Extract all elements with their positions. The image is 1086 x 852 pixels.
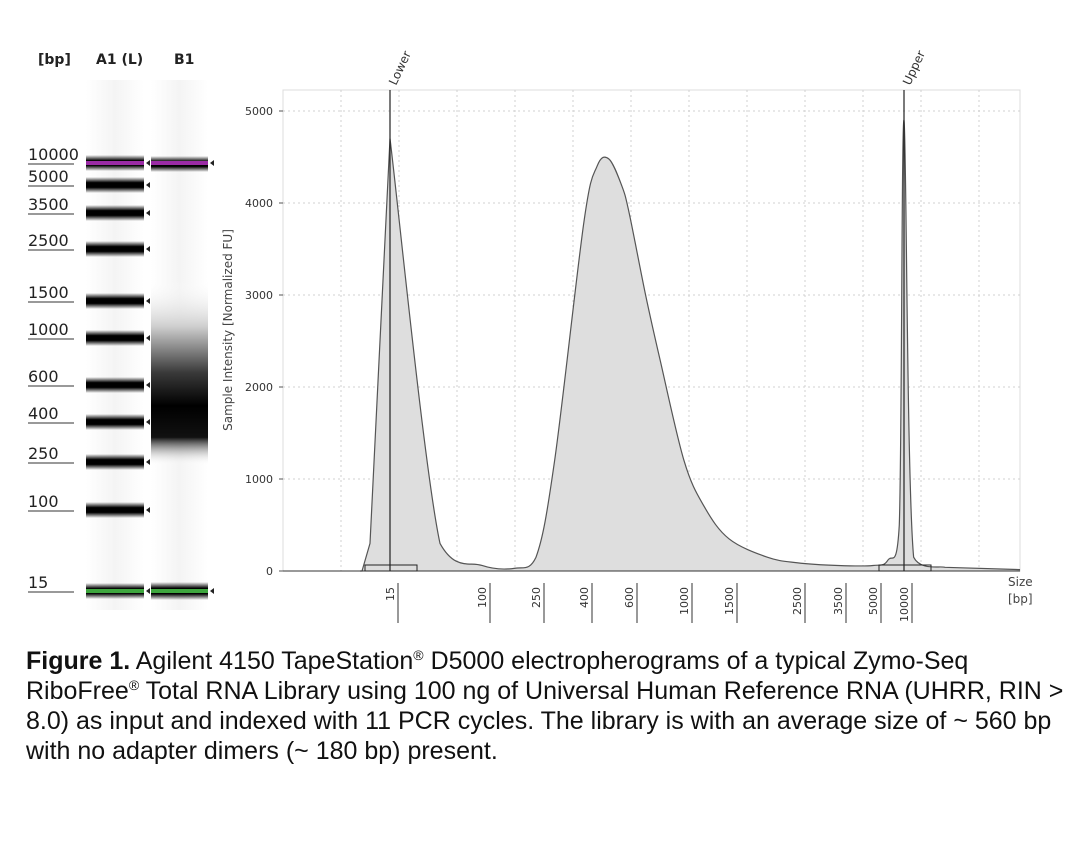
x-tick-label: 400 (578, 587, 591, 608)
ladder-label: 250 (28, 444, 59, 463)
ladder-label: 10000 (28, 145, 79, 164)
gel-unit-label: [bp] (38, 52, 71, 68)
b1-lower-marker-line (151, 589, 208, 593)
b1-smear (151, 280, 208, 465)
b1-lower-arrow (210, 588, 214, 594)
caption-text-3: Total RNA Library using 100 ng of Univer… (26, 677, 1064, 765)
caption-label: Figure 1. (26, 647, 131, 675)
x-tick-label: 100 (476, 587, 489, 608)
y-axis-ticks: 0 1000 2000 3000 4000 5000 (245, 105, 283, 578)
ladder-band-1500 (86, 293, 144, 309)
x-tick-label: 5000 (867, 587, 880, 615)
y-tick-label: 3000 (245, 289, 273, 302)
ladder-lower-marker-line (86, 589, 144, 593)
registered-mark-1: ® (413, 647, 424, 663)
x-axis-label-unit: [bp] (1008, 592, 1033, 606)
ladder-band-arrow (146, 182, 150, 188)
y-tick-label: 2000 (245, 381, 273, 394)
ladder-band-600 (86, 377, 144, 393)
b1-upper-marker-line (151, 161, 208, 165)
ladder-bands: 10000 5000 3500 2500 1500 1000 600 400 250 100 15 (28, 145, 150, 599)
y-axis-label: Sample Intensity [Normalized FU] (221, 229, 235, 431)
ladder-band-3500 (86, 205, 144, 221)
ladder-upper-marker-line (86, 161, 144, 165)
ladder-band-arrow (146, 246, 150, 252)
y-tick-label: 4000 (245, 197, 273, 210)
ladder-band-100 (86, 502, 144, 518)
ladder-label: 100 (28, 492, 59, 511)
ladder-label: 15 (28, 573, 48, 592)
caption-text-2: D5000 electropherograms of a typical Zym… (26, 647, 969, 705)
lane-label-a1: A1 (L) (96, 52, 143, 68)
trace-area (283, 119, 1021, 572)
x-tick-label: 3500 (832, 587, 845, 615)
ladder-label: 400 (28, 404, 59, 423)
marker-label-upper: Upper (900, 48, 928, 87)
lane-label-b1: B1 (174, 52, 194, 68)
gel-image: [bp] A1 (L) B1 1000050003500250015001000… (28, 52, 214, 610)
ladder-label: 1000 (28, 320, 69, 339)
marker-label-lower: Lower (386, 49, 414, 88)
y-tick-label: 1000 (245, 473, 273, 486)
ladder-label: 1500 (28, 283, 69, 302)
x-tick-label: 2500 (791, 587, 804, 615)
figure-caption: Figure 1. Agilent 4150 TapeStation® D500… (26, 646, 1066, 766)
marker-bracket (878, 564, 932, 572)
ladder-band-arrow (146, 419, 150, 425)
x-axis-ticks: 15 100 250 400 600 1000 1500 2500 3500 5000 10000 (384, 583, 913, 623)
x-axis-label-size: Size (1008, 575, 1033, 589)
trace-line (360, 119, 1021, 572)
x-tick-label: 1500 (723, 587, 736, 615)
ladder-band-arrow (146, 382, 150, 388)
electropherogram-chart: 0 1000 2000 3000 4000 5000 Lower Upper 15 100 25… (221, 48, 1033, 623)
ladder-band-2500 (86, 241, 144, 257)
x-tick-label: 15 (384, 587, 397, 601)
registered-mark-2: ® (128, 677, 140, 693)
ladder-band-arrow (146, 507, 150, 513)
ladder-band-arrow (146, 210, 150, 216)
ladder-band-arrow (146, 160, 150, 166)
marker-bracket (364, 564, 418, 572)
ladder-label: 600 (28, 367, 59, 386)
b1-upper-arrow (210, 160, 214, 166)
ladder-band-1000 (86, 330, 144, 346)
ladder-band-arrow (146, 588, 150, 594)
x-tick-label: 250 (530, 587, 543, 608)
ladder-band-400 (86, 414, 144, 430)
ladder-label: 2500 (28, 231, 69, 250)
x-tick-label: 600 (623, 587, 636, 608)
caption-text-1: Agilent 4150 TapeStation (130, 647, 414, 675)
trace-fill (360, 120, 1020, 571)
y-tick-label: 5000 (245, 105, 273, 118)
ladder-band-250 (86, 454, 144, 470)
x-tick-label: 10000 (898, 587, 911, 622)
ladder-label: 3500 (28, 195, 69, 214)
ladder-band-arrow (146, 459, 150, 465)
ladder-band-arrow (146, 335, 150, 341)
x-tick-label: 1000 (678, 587, 691, 615)
ladder-label: 5000 (28, 167, 69, 186)
y-tick-label: 0 (266, 565, 273, 578)
ladder-band-arrow (146, 298, 150, 304)
ladder-band-5000 (86, 177, 144, 193)
